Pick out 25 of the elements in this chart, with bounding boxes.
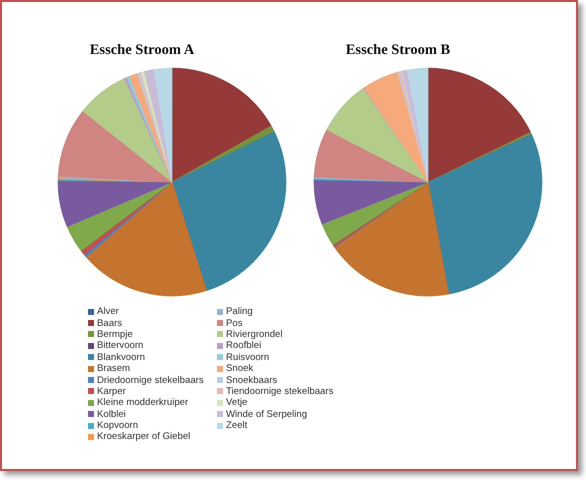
legend-label: Tiendoornige stekelbaars <box>226 386 334 397</box>
legend-label: Vetje <box>226 397 248 408</box>
legend-label: Snoekbaars <box>226 374 278 386</box>
legend-label: Zeelt <box>226 420 248 432</box>
legend-label: Riviergrondel <box>226 328 283 340</box>
legend-label: Blankvoorn <box>97 352 145 363</box>
legend-label: Ruisvoorn <box>226 352 270 363</box>
legend-label: Pos <box>226 318 243 329</box>
slice-label: Essche Stroom B <box>344 42 452 59</box>
legend-label: Kolblei <box>97 408 126 420</box>
legend-label: Alver <box>97 306 119 318</box>
legend-label: Kleine modderkruiper <box>97 397 188 408</box>
legend-label: Karper <box>97 386 126 397</box>
legend-label: Bermpje <box>97 328 133 340</box>
legend-label: Kroeskarper of Giebel <box>97 431 190 442</box>
legend-label: Driedoornige stekelbaars <box>97 374 204 386</box>
slice-label: Essche Stroom A <box>88 42 196 59</box>
legend-label: Winde of Serpeling <box>226 408 308 420</box>
legend-label: Bittervoorn <box>97 340 144 352</box>
legend-label: Roofblei <box>226 340 262 352</box>
legend-label: Paling <box>226 306 253 318</box>
legend-label: Baars <box>97 318 122 329</box>
legend-label: Snoek <box>226 363 254 374</box>
legend-label: Kopvoorn <box>97 420 138 432</box>
legend-label: Brasem <box>97 363 130 374</box>
